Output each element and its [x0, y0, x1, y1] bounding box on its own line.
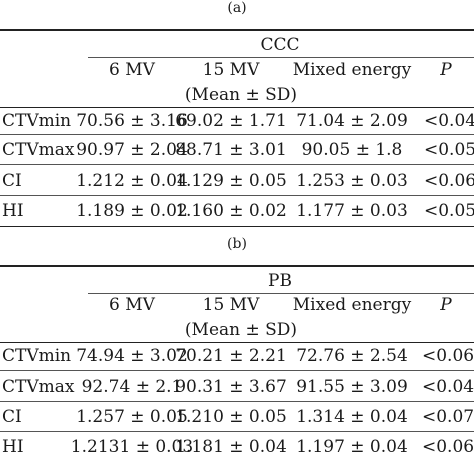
- table-bottom-rule: [0, 226, 474, 227]
- row-rule: [0, 134, 474, 135]
- table-top-rule: [0, 29, 474, 31]
- column-header-p: P: [440, 60, 452, 80]
- cell-p: <0.05: [424, 140, 474, 160]
- cell-6mv: 1.212 ± 0.04: [76, 171, 188, 191]
- row-label: CTVmax: [2, 377, 75, 397]
- cell-p: <0.061: [422, 346, 474, 366]
- cell-15mv: 1.181 ± 0.04: [175, 437, 287, 457]
- group-label: CCC: [260, 35, 300, 55]
- row-rule: [0, 195, 474, 196]
- panel-caption: (b): [227, 236, 247, 252]
- row-label: CI: [2, 407, 22, 427]
- cell-p: <0.066: [422, 437, 474, 457]
- column-header-15mv: 15 MV: [202, 295, 260, 315]
- cell-mixed: 1.253 ± 0.03: [296, 171, 408, 191]
- column-header-mixed-energy: Mixed energy: [292, 60, 412, 80]
- row-rule: [0, 431, 474, 432]
- cell-p: <0.07: [422, 407, 474, 427]
- cell-mixed: 90.05 ± 1.8: [301, 140, 403, 160]
- column-header-6mv: 6 MV: [109, 295, 155, 315]
- cell-15mv: 69.02 ± 1.71: [175, 111, 287, 131]
- cell-6mv: 90.97 ± 2.04: [76, 140, 188, 160]
- column-header-mixed-energy: Mixed energy: [292, 295, 412, 315]
- row-label: HI: [2, 437, 24, 457]
- cell-6mv: 1.189 ± 0.02: [76, 201, 188, 221]
- cell-p: <0.043: [424, 111, 474, 131]
- table-panel-a: (a) CCC 6 MV 15 MV Mixed energy P (Mean …: [0, 0, 474, 227]
- cell-mixed: 72.76 ± 2.54: [296, 346, 408, 366]
- subheader: (Mean ± SD): [184, 85, 298, 105]
- table-panel-b: (b) PB 6 MV 15 MV Mixed energy P (Mean ±…: [0, 231, 474, 462]
- row-rule: [0, 164, 474, 165]
- group-label: PB: [268, 271, 292, 291]
- row-rule: [0, 401, 474, 402]
- row-label: CTVmin: [2, 346, 72, 366]
- panel-caption: (a): [227, 0, 247, 16]
- group-rule: [88, 293, 474, 294]
- row-label: CI: [2, 171, 22, 191]
- cell-6mv: 70.56 ± 3.16: [76, 111, 188, 131]
- row-label: HI: [2, 201, 24, 221]
- cell-p: <0.047: [422, 377, 474, 397]
- group-rule: [88, 57, 474, 58]
- header-rule: [0, 107, 474, 108]
- cell-15mv: 88.71 ± 3.01: [175, 140, 287, 160]
- column-header-6mv: 6 MV: [109, 60, 155, 80]
- cell-6mv: 1.2131 ± 0.03: [70, 437, 194, 457]
- cell-mixed: 1.197 ± 0.04: [296, 437, 408, 457]
- subheader: (Mean ± SD): [184, 320, 298, 340]
- column-header-p: P: [440, 295, 452, 315]
- table-top-rule: [0, 265, 474, 267]
- cell-15mv: 1.210 ± 0.05: [175, 407, 287, 427]
- cell-mixed: 71.04 ± 2.09: [296, 111, 408, 131]
- cell-p: <0.056: [424, 201, 474, 221]
- cell-p: <0.06: [424, 171, 474, 191]
- cell-15mv: 1.129 ± 0.05: [175, 171, 287, 191]
- header-rule: [0, 342, 474, 343]
- row-label: CTVmax: [2, 140, 75, 160]
- cell-6mv: 92.74 ± 2.1: [81, 377, 183, 397]
- cell-mixed: 1.177 ± 0.03: [296, 201, 408, 221]
- cell-mixed: 91.55 ± 3.09: [296, 377, 408, 397]
- cell-6mv: 74.94 ± 3.02: [76, 346, 188, 366]
- row-rule: [0, 370, 474, 371]
- cell-6mv: 1.257 ± 0.05: [76, 407, 188, 427]
- column-header-15mv: 15 MV: [202, 60, 260, 80]
- cell-mixed: 1.314 ± 0.04: [296, 407, 408, 427]
- cell-15mv: 90.31 ± 3.67: [175, 377, 287, 397]
- cell-15mv: 1.160 ± 0.02: [175, 201, 287, 221]
- row-label: CTVmin: [2, 111, 72, 131]
- cell-15mv: 70.21 ± 2.21: [175, 346, 287, 366]
